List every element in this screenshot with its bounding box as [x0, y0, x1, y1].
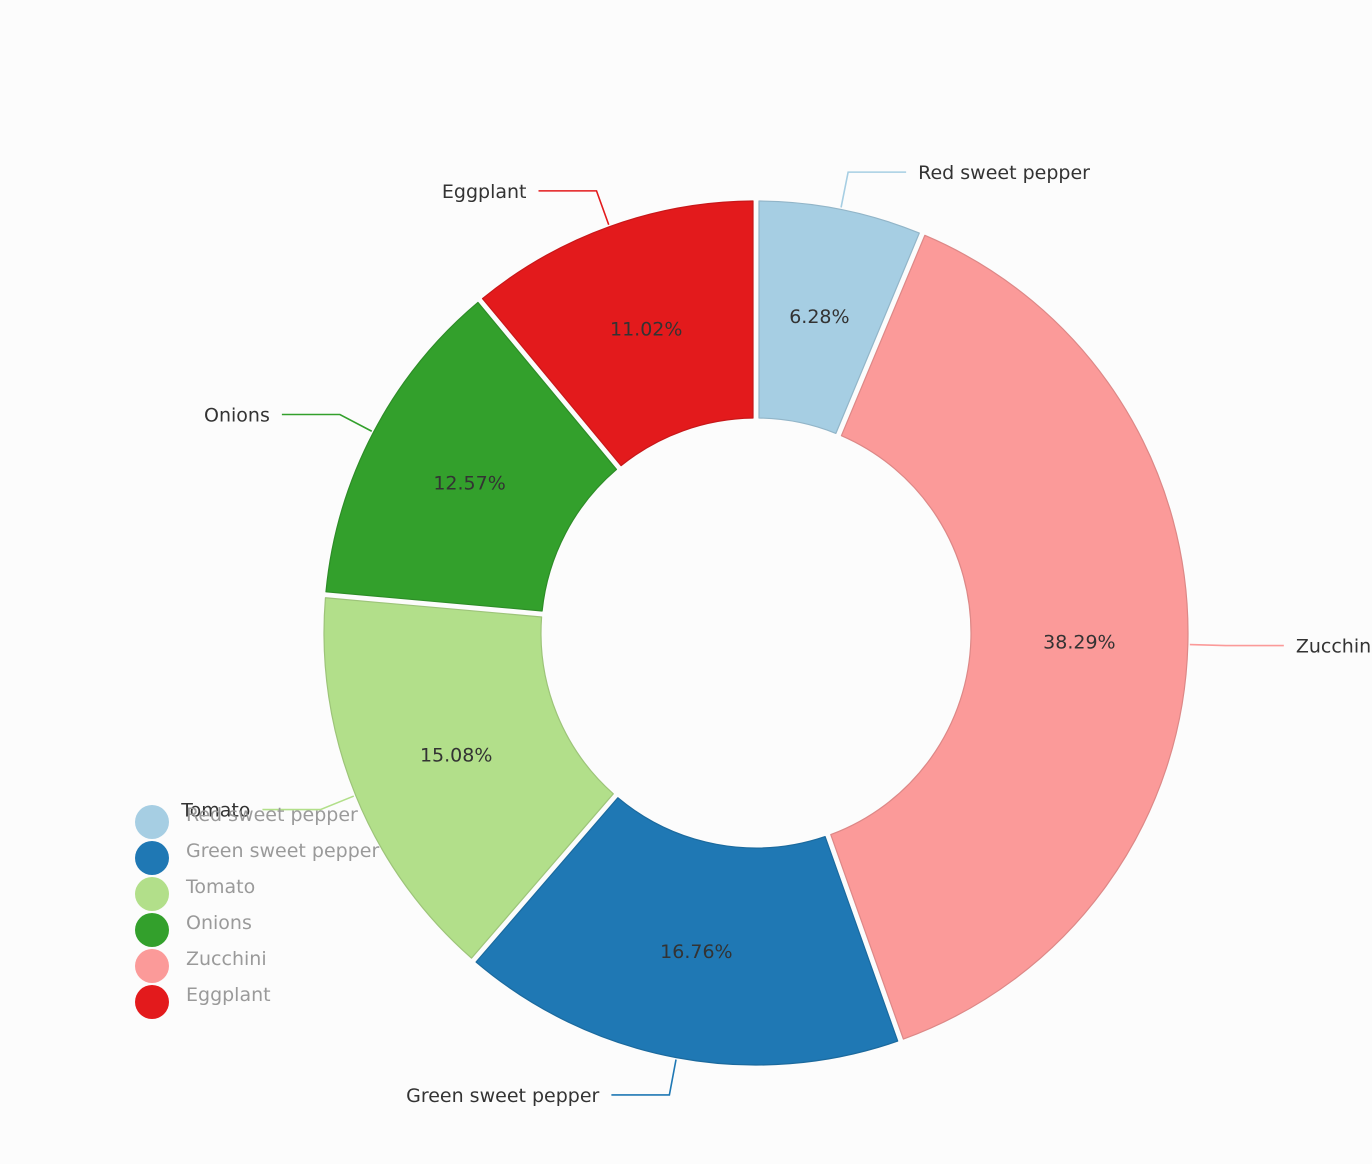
- leader-line-zucchini: [1189, 643, 1284, 647]
- slice-red-sweet-pepper[interactable]: [758, 200, 920, 434]
- legend-swatch-zucchini: [135, 949, 169, 983]
- leader-lines-layer: [262, 171, 1284, 1096]
- percent-label-tomato: 15.08%: [420, 745, 492, 767]
- percent-label-eggplant: 11.02%: [610, 319, 682, 341]
- slice-eggplant[interactable]: [481, 200, 754, 467]
- slice-zucchini[interactable]: [830, 234, 1189, 1040]
- slice-label-zucchini: Zucchini: [1296, 636, 1372, 658]
- percent-label-green-sweet-pepper: 16.76%: [660, 941, 732, 963]
- legend-swatch-eggplant: [135, 985, 169, 1019]
- slice-tomato[interactable]: [323, 597, 614, 959]
- legend-item-green-sweet-pepper[interactable]: Green sweet pepper: [135, 840, 379, 875]
- leader-line-onions: [281, 413, 373, 432]
- slices-layer: [323, 200, 1189, 1066]
- legend-label-tomato: Tomato: [185, 876, 255, 898]
- legend-swatch-tomato: [135, 877, 169, 911]
- slice-label-green-sweet-pepper: Green sweet pepper: [406, 1085, 599, 1107]
- leader-line-red-sweet-pepper: [840, 171, 907, 208]
- legend-label-green-sweet-pepper: Green sweet pepper: [186, 840, 379, 862]
- leader-line-tomato: [262, 795, 355, 811]
- slice-label-eggplant: Eggplant: [442, 181, 527, 203]
- legend-swatch-red-sweet-pepper: [135, 805, 169, 839]
- legend-item-onions[interactable]: Onions: [135, 912, 252, 947]
- slice-onions[interactable]: [325, 301, 618, 612]
- legend-item-zucchini[interactable]: Zucchini: [135, 948, 267, 983]
- leader-line-eggplant: [538, 190, 610, 226]
- legend-swatch-green-sweet-pepper: [135, 841, 169, 875]
- legend-item-tomato[interactable]: Tomato: [135, 876, 255, 911]
- legend: Red sweet pepper Green sweet pepper Tomato…: [135, 804, 379, 1019]
- legend-swatch-onions: [135, 913, 169, 947]
- legend-label-eggplant: Eggplant: [186, 984, 271, 1006]
- legend-item-red-sweet-pepper[interactable]: Red sweet pepper: [135, 804, 358, 839]
- legend-label-zucchini: Zucchini: [186, 948, 267, 970]
- labels-layer: 6.28% Red sweet pepper 38.29% Zucchini 16.76…: [180, 162, 1372, 1107]
- percent-label-zucchini: 38.29%: [1043, 632, 1115, 654]
- slice-green-sweet-pepper[interactable]: [475, 797, 899, 1066]
- legend-label-red-sweet-pepper: Red sweet pepper: [186, 804, 358, 826]
- legend-label-onions: Onions: [186, 912, 252, 934]
- percent-label-onions: 12.57%: [433, 473, 505, 495]
- slice-label-red-sweet-pepper: Red sweet pepper: [918, 162, 1090, 184]
- slice-label-onions: Onions: [204, 405, 270, 427]
- percent-label-red-sweet-pepper: 6.28%: [789, 306, 849, 328]
- legend-item-eggplant[interactable]: Eggplant: [135, 984, 271, 1019]
- slice-label-tomato: Tomato: [180, 800, 250, 822]
- leader-line-green-sweet-pepper: [611, 1059, 677, 1096]
